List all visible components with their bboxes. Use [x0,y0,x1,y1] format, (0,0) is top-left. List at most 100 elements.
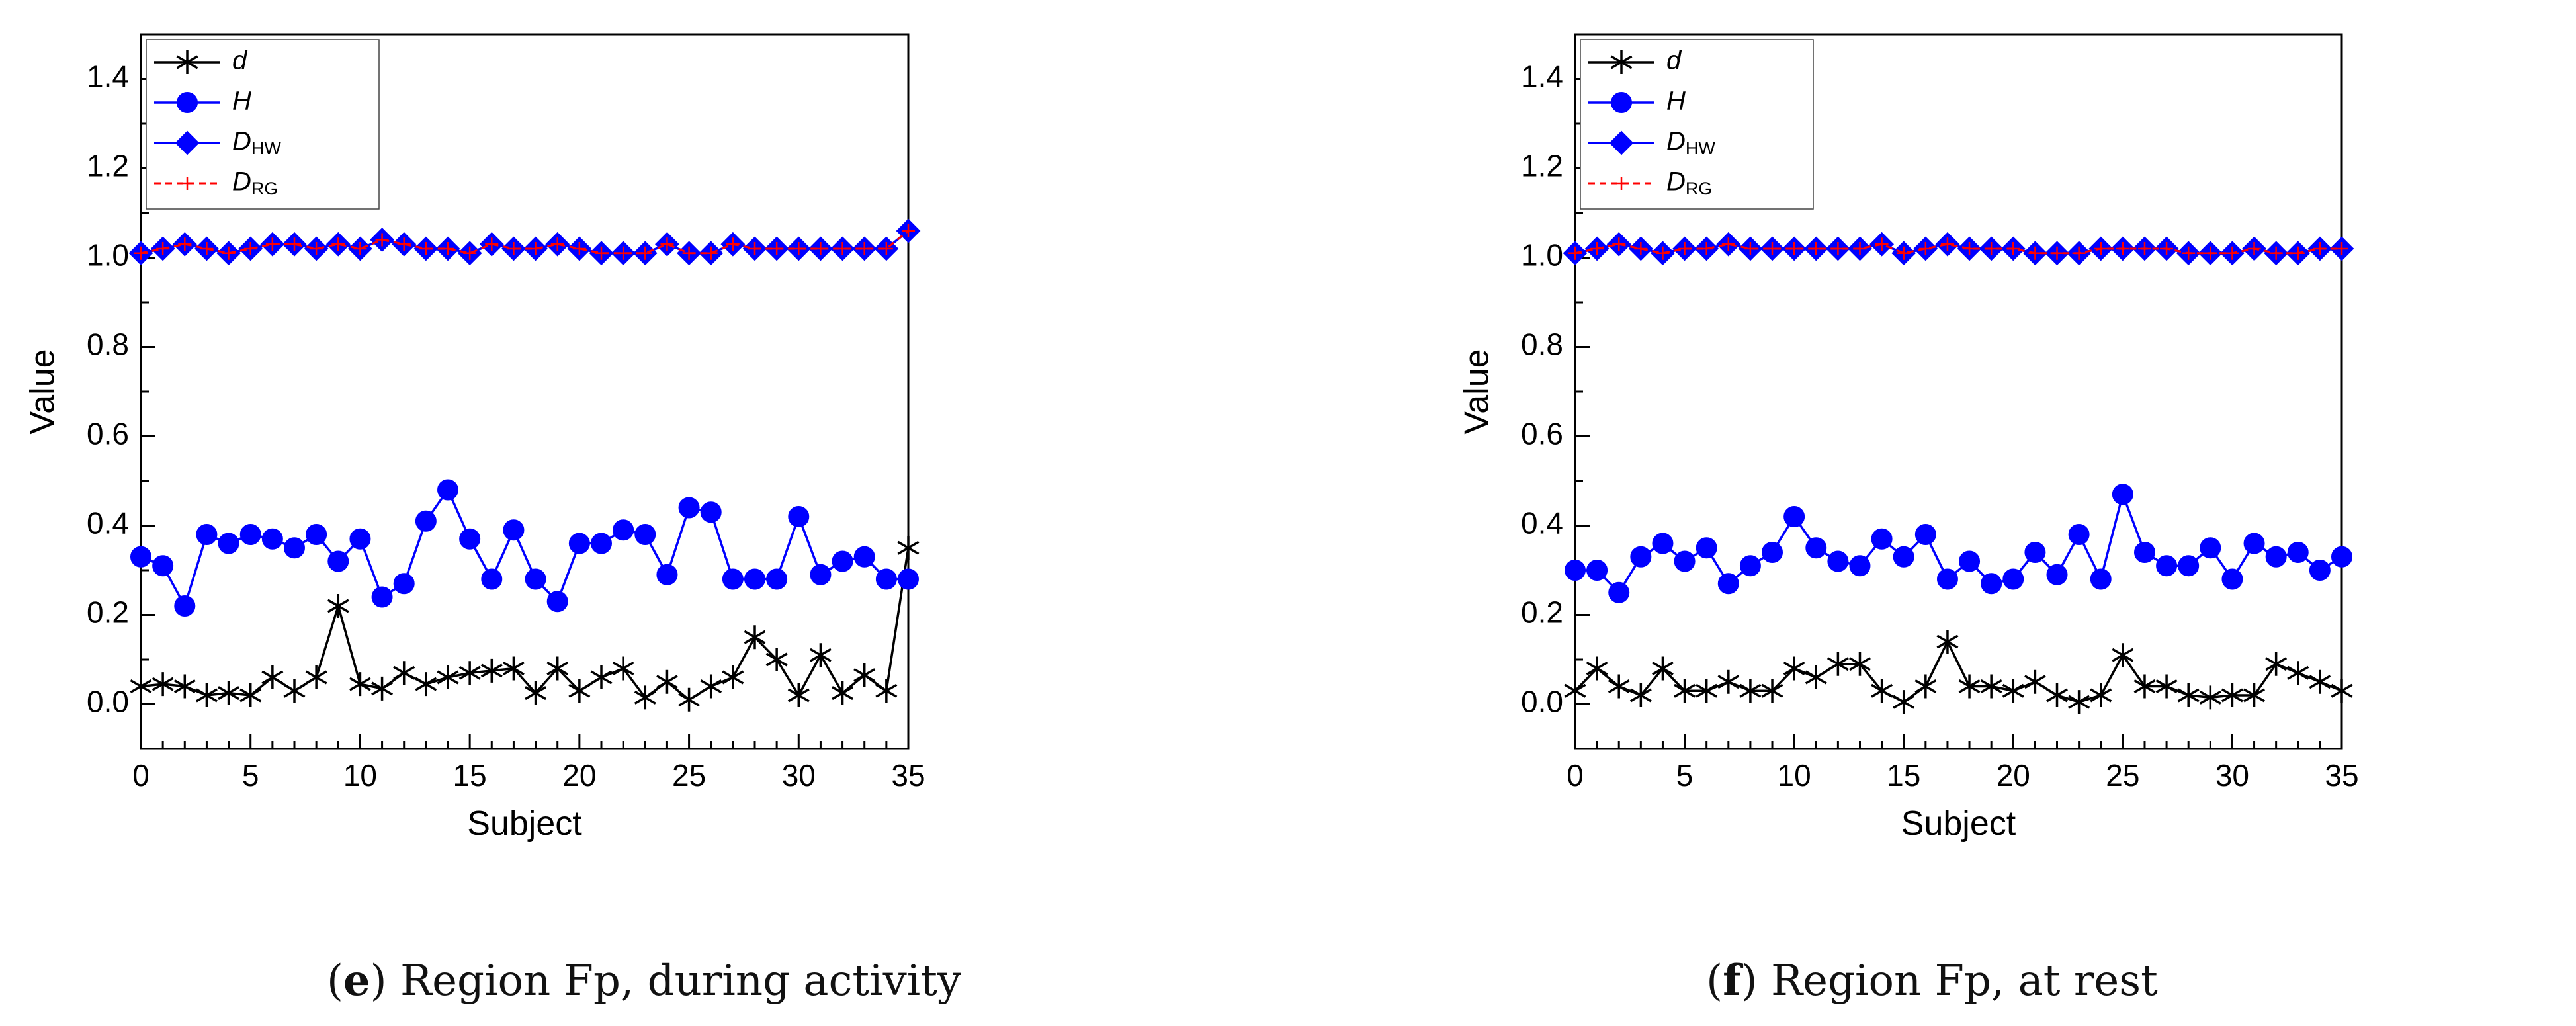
point-DRG [2247,242,2261,255]
point-H [2046,564,2068,585]
point-d [173,674,196,699]
point-d [2243,683,2266,707]
point-d-stroke [2112,648,2134,662]
point-d-stroke [261,670,284,685]
legend-marker-DRG [1615,177,1628,190]
point-DRG [1699,242,1713,255]
point-H [634,524,656,545]
legend-marker-DHW [175,130,200,155]
point-H [1849,555,1871,577]
series-d [130,536,920,712]
point-d [1958,674,1981,699]
point-H [1608,581,1630,603]
point-H [2243,533,2265,554]
caption-f-text: Region Fp, at rest [1757,957,2158,1005]
point-DRG [1656,246,1670,260]
point-H [306,524,327,545]
legend-label-DHW-subscript: HW [1686,138,1715,158]
point-d [2002,679,2024,703]
x-tick-label: 5 [1676,758,1694,792]
point-H [546,591,568,613]
point-H [437,479,458,501]
point-d [765,648,788,671]
point-H [1586,560,1608,581]
point-H [1652,533,1674,554]
legend-item-H: H [154,87,251,116]
x-axis-title: Subject [467,804,582,843]
point-H [700,501,722,523]
caption-f-letter: f [1723,956,1741,1005]
y-tick-label: 1.4 [1521,60,1563,94]
y-tick-label: 0.2 [87,595,129,630]
y-axis-title: Value [1458,349,1496,434]
point-d [349,672,371,697]
point-H [788,506,810,527]
y-tick-label: 1.4 [87,60,129,94]
point-d-stroke [568,683,591,698]
point-H [459,528,481,550]
point-d [1849,652,1871,676]
point-d [2221,683,2243,707]
point-d-stroke [787,688,810,703]
point-d-stroke [897,540,920,555]
point-DRG [660,237,674,251]
point-d-stroke [2221,688,2243,703]
point-d-stroke [2331,683,2353,698]
point-d [502,656,525,681]
legend-label-DHW-subscript: HW [251,138,281,158]
point-d-stroke [2133,679,2156,694]
point-DRG [2291,246,2305,260]
point-H [722,568,744,590]
point-DRG [507,242,521,255]
series-d [1564,630,2353,714]
x-tick-label: 5 [242,758,259,792]
point-d [151,672,174,697]
point-d [458,661,481,685]
point-DRG [2006,242,2020,255]
point-DRG [1853,242,1867,255]
x-tick-label: 35 [891,758,925,792]
point-H [1981,573,2002,595]
point-H [349,528,371,550]
point-d-stroke [130,679,152,694]
point-d [1564,679,1586,703]
point-d [393,661,415,685]
point-d [1608,674,1630,699]
y-tick-label: 0.6 [1521,417,1563,451]
point-d-stroke [2243,688,2266,703]
x-tick-label: 20 [1996,758,2030,792]
point-DRG [1918,242,1932,255]
point-d-stroke [2309,675,2331,689]
point-d [2133,674,2156,699]
point-DRG [682,246,696,260]
point-d [809,643,832,667]
point-DRG [2225,246,2239,260]
point-d [634,685,656,710]
point-d-stroke [1826,657,1849,671]
point-DRG [1985,242,1998,255]
point-H [898,568,919,590]
point-d [239,683,262,707]
point-DRG [2137,242,2151,255]
point-d-stroke [1674,683,1696,698]
point-d-stroke [349,677,371,691]
point-d [590,665,613,689]
legend-label-DRG-subscript: RG [1686,179,1713,198]
point-H [2331,546,2352,568]
y-tick-label: 0.8 [87,327,129,362]
point-H [174,595,196,617]
point-DRG [1678,242,1692,255]
point-DRG [748,242,761,255]
point-d-stroke [458,665,481,680]
point-d [1893,690,1915,714]
point-DRG [1831,242,1845,255]
point-DRG [1612,237,1626,251]
y-tick-label: 1.2 [87,149,129,183]
point-d [1936,630,1959,654]
point-d [2046,683,2068,707]
point-DRG [1721,237,1735,251]
point-H [371,586,393,608]
point-DRG [353,242,367,255]
point-H [1914,524,1936,545]
